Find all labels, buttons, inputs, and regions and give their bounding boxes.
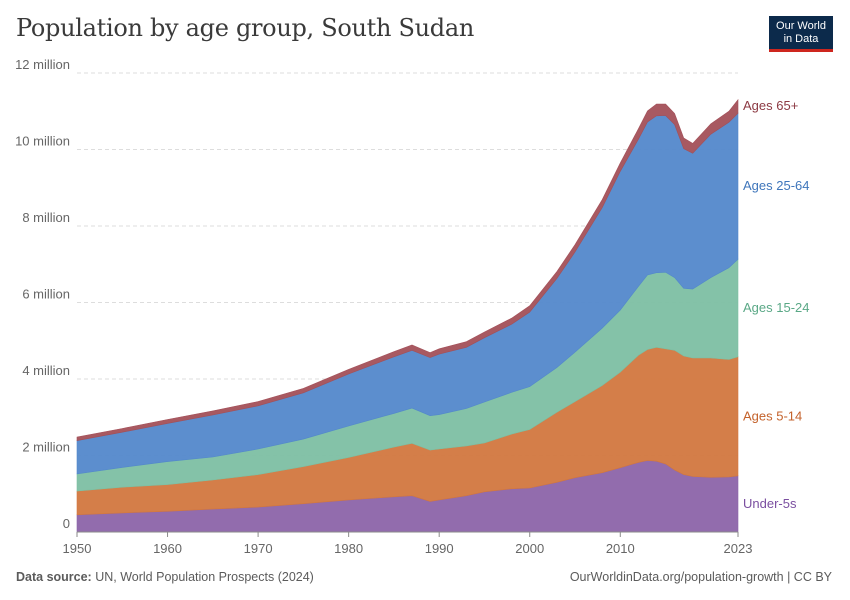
y-tick-label: 10 million [15, 134, 70, 149]
x-tick-label: 1990 [425, 541, 454, 556]
x-tick-label: 2010 [606, 541, 635, 556]
data-source-text: UN, World Population Prospects (2024) [95, 570, 314, 584]
series-labels: Under-5s Ages 5-14 Ages 15-24 Ages 25-64 Age… [743, 98, 810, 511]
logo-line-1: Our World [776, 20, 826, 32]
area-series [76, 98, 739, 533]
y-tick-label: 2 million [22, 440, 70, 455]
label-ages-65: Ages 65+ [743, 98, 798, 113]
axes: 0 2 million 4 million 6 million 8 million 10 … [15, 57, 752, 556]
logo-line-2: in Data [783, 33, 819, 45]
x-tick-label: 2000 [515, 541, 544, 556]
label-ages-15-24: Ages 15-24 [743, 300, 810, 315]
data-source: Data source: UN, World Population Prospe… [16, 570, 314, 584]
y-tick-label: 0 [63, 516, 70, 531]
x-tick-label: 1970 [244, 541, 273, 556]
area-ages-65[interactable] [76, 98, 739, 441]
y-tick-label: 8 million [22, 210, 70, 225]
x-tick-label: 1960 [153, 541, 182, 556]
data-source-label: Data source: [16, 570, 92, 584]
y-tick-label: 6 million [22, 287, 70, 302]
y-tick-label: 12 million [15, 57, 70, 72]
x-tick-label: 2023 [724, 541, 753, 556]
chart-title: Population by age group, South Sudan [16, 14, 475, 42]
credit-link[interactable]: OurWorldinData.org/population-growth | C… [569, 570, 832, 584]
owid-logo[interactable]: Our World in Data [769, 16, 833, 52]
label-ages-25-64: Ages 25-64 [743, 178, 810, 193]
y-tick-label: 4 million [22, 363, 70, 378]
x-tick-label: 1980 [334, 541, 363, 556]
x-tick-label: 1950 [63, 541, 92, 556]
label-ages-5-14: Ages 5-14 [743, 408, 802, 423]
label-under-5s: Under-5s [743, 496, 797, 511]
